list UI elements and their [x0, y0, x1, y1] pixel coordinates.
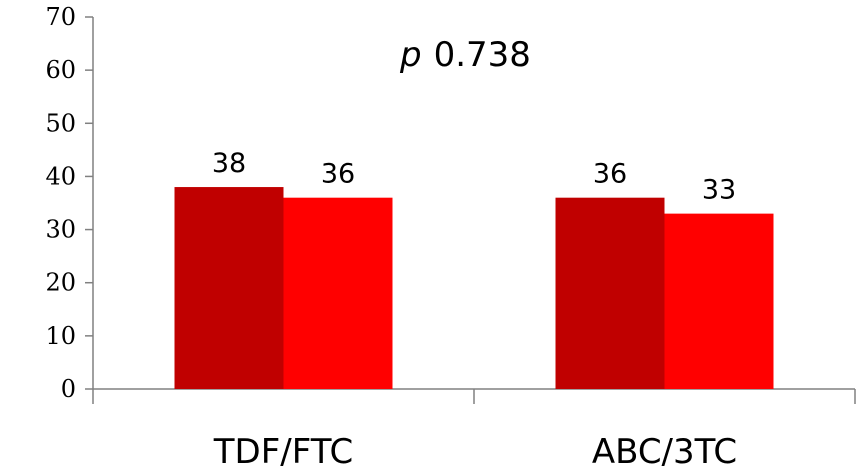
- y-tick-label: 0: [61, 375, 76, 403]
- y-tick-label: 60: [45, 56, 76, 84]
- labels: 38 36 TDF/FTC 36 33 ABC/3TC: [212, 148, 737, 471]
- data-label: 36: [593, 159, 627, 190]
- bar: [555, 197, 665, 389]
- y-tick-label: 70: [45, 3, 76, 31]
- p-value-annotation: p 0.738: [399, 35, 531, 75]
- bar: [283, 197, 393, 389]
- bar: [174, 187, 284, 389]
- p-value: 0.738: [434, 35, 531, 75]
- data-label: 36: [321, 159, 355, 190]
- y-tick-label: 40: [45, 162, 76, 190]
- x-category-label: TDF/FTC: [213, 432, 353, 471]
- y-tick-label: 10: [45, 322, 76, 350]
- p-symbol: p: [399, 35, 422, 75]
- data-label: 38: [212, 148, 246, 179]
- y-tick-label: 20: [45, 269, 76, 297]
- x-category-label: ABC/3TC: [592, 432, 737, 471]
- y-tick-label: 30: [45, 216, 76, 244]
- bars: [174, 187, 774, 389]
- bar: [664, 213, 774, 389]
- y-tick-label: 50: [45, 109, 76, 137]
- data-label: 33: [702, 175, 736, 206]
